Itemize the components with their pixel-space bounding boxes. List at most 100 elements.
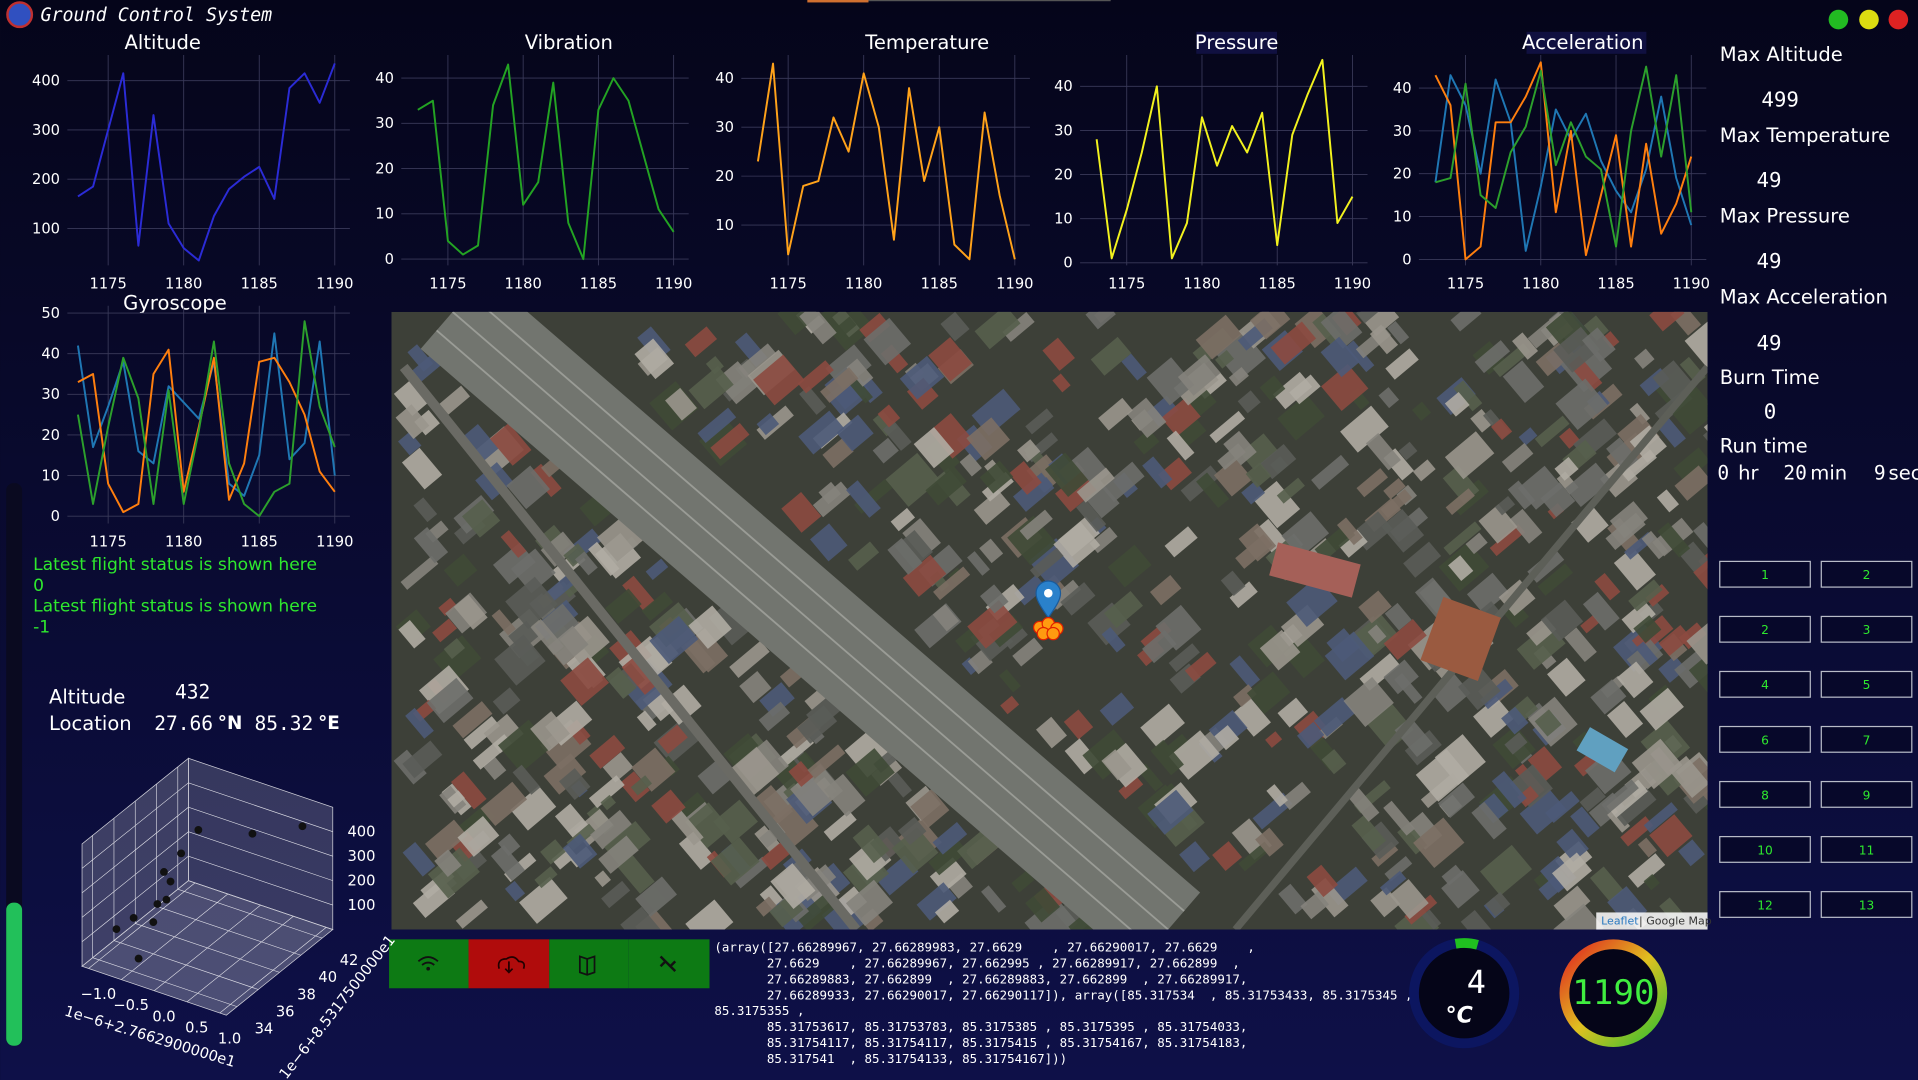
map-building: [594, 870, 611, 888]
map-building: [872, 437, 899, 464]
console-line: 85.317541 , 85.31754133, 85.31754167])): [714, 1051, 1067, 1066]
sidebar-button[interactable]: 8: [1719, 780, 1811, 808]
map-building: [1313, 697, 1356, 737]
map-building: [543, 753, 587, 795]
sidebar-button[interactable]: 2: [1820, 560, 1913, 588]
map-building: [1240, 433, 1278, 470]
map-building: [1068, 913, 1105, 930]
map-building: [1473, 696, 1515, 738]
sidebar-button[interactable]: 3: [1820, 615, 1913, 643]
map-building: [777, 311, 820, 336]
button-frame: [1719, 835, 1811, 863]
map-building: [1527, 746, 1563, 782]
map-building: [1415, 749, 1470, 802]
map-building: [398, 431, 422, 456]
sidebar-button[interactable]: 1: [1719, 560, 1811, 588]
map-building: [1564, 627, 1597, 663]
x-tick-label: 1175: [769, 276, 806, 293]
sidebar-button[interactable]: 7: [1820, 725, 1913, 753]
map-building: [916, 882, 957, 921]
map-building: [457, 816, 500, 857]
map-building: [1029, 547, 1064, 579]
map-button[interactable]: [549, 939, 629, 989]
sidebar-button[interactable]: 4: [1719, 670, 1811, 698]
map-building: [605, 666, 637, 699]
map-building: [547, 625, 589, 666]
map-building: [443, 638, 466, 659]
map-building: [1013, 472, 1055, 512]
counter-gauge: [1559, 939, 1668, 1047]
button-label: 7: [1863, 733, 1871, 747]
wifi-button[interactable]: [389, 939, 469, 989]
map-lane: [488, 311, 1185, 912]
map-building: [1437, 782, 1476, 818]
map-building: [1220, 570, 1246, 596]
map-building: [1272, 371, 1313, 410]
map-building: [1019, 509, 1053, 541]
sidebar-button[interactable]: 13: [1820, 891, 1913, 918]
map-building: [1146, 357, 1195, 406]
map-building: [598, 835, 639, 874]
scatter-point: [248, 829, 257, 838]
map-building: [455, 899, 488, 929]
map-building: [1358, 590, 1392, 624]
stat-label: Max Altitude: [1720, 43, 1843, 66]
maximize-button[interactable]: [1859, 9, 1879, 30]
map-marker[interactable]: [1035, 580, 1062, 619]
button-label: 6: [1761, 733, 1769, 747]
sidebar-button[interactable]: 10: [1719, 835, 1811, 863]
data-line: [1095, 58, 1354, 260]
run-time-hours: 0: [1717, 461, 1729, 484]
stat-value: 49: [1756, 331, 1781, 355]
map-building: [601, 880, 631, 909]
sidebar-button[interactable]: 9: [1820, 780, 1913, 808]
map-building: [1421, 909, 1442, 930]
map-building: [1571, 505, 1609, 543]
sidebar-button[interactable]: 2: [1719, 615, 1811, 643]
map-building: [1553, 903, 1604, 930]
map[interactable]: [391, 275, 1756, 967]
map-building: [846, 358, 874, 387]
close-button[interactable]: [1888, 9, 1909, 30]
map-building: [1501, 706, 1529, 735]
y-tick-label: 0: [1063, 255, 1072, 272]
map-building: [753, 354, 805, 406]
map-building: [1259, 375, 1286, 401]
y-tick-label: 10: [41, 467, 60, 484]
map-building: [1649, 311, 1685, 332]
map-building: [519, 876, 568, 924]
map-building: [1150, 739, 1184, 776]
sidebar-button[interactable]: 12: [1719, 891, 1811, 918]
map-building: [979, 460, 1014, 494]
chart-title: Altitude: [125, 31, 201, 54]
sidebar-button[interactable]: 5: [1820, 670, 1913, 698]
map-building: [966, 417, 1011, 461]
button-label: 12: [1757, 898, 1773, 912]
button-frame: [1719, 670, 1811, 698]
map-attribution-link[interactable]: Leaflet: [1601, 915, 1639, 928]
x-tick-label: 1175: [1108, 276, 1145, 293]
minimize-button[interactable]: [1828, 9, 1849, 30]
map-building: [1678, 839, 1705, 867]
map-building: [1485, 891, 1511, 917]
sidebar-button[interactable]: 11: [1820, 835, 1913, 863]
map-building: [684, 326, 718, 358]
map-building: [1253, 480, 1301, 529]
map-building: [657, 724, 688, 754]
map-building: [1265, 731, 1283, 748]
sidebar-button[interactable]: 6: [1719, 725, 1811, 753]
map-building: [710, 423, 750, 460]
map-building: [1045, 452, 1089, 497]
satellite-icon: [659, 955, 677, 973]
y-tick-label: 20: [1393, 166, 1412, 183]
grid-line: [81, 831, 333, 918]
y-tick-label: 10: [375, 206, 394, 223]
y-tick-label: 30: [41, 386, 60, 403]
map-building: [510, 785, 557, 831]
map-building: [1394, 673, 1423, 704]
map-building: [492, 687, 521, 715]
button-label: 11: [1859, 843, 1875, 857]
map-building: [1594, 572, 1621, 601]
scatter-point: [129, 913, 138, 922]
map-building: [1465, 532, 1488, 555]
